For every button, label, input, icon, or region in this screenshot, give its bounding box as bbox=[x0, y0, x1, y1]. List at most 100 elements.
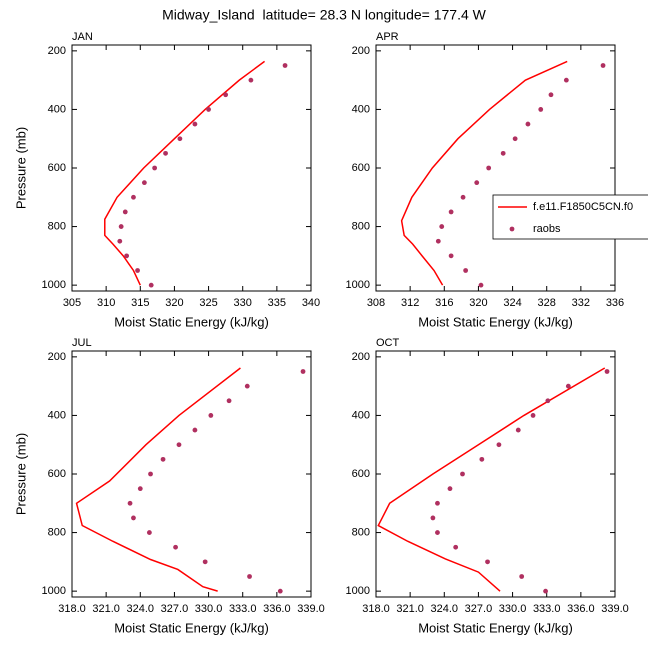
y-tick-label: 1000 bbox=[42, 279, 66, 291]
x-tick-label: 330.0 bbox=[195, 603, 223, 615]
obs-marker bbox=[525, 121, 531, 127]
obs-marker bbox=[247, 574, 252, 579]
obs-marker bbox=[463, 268, 469, 273]
obs-marker bbox=[300, 369, 306, 374]
y-tick-label: 400 bbox=[352, 409, 370, 421]
x-tick-label: 336.0 bbox=[567, 603, 595, 615]
obs-marker bbox=[460, 194, 466, 200]
obs-marker bbox=[248, 77, 254, 83]
obs-marker bbox=[448, 253, 454, 259]
obs-marker bbox=[519, 574, 525, 579]
panel: APR 308 312 316 320 324 328 332 336 200 400 600 800 1… bbox=[346, 31, 625, 330]
y-tick-label: 1000 bbox=[346, 585, 370, 597]
obs-marker bbox=[435, 530, 440, 535]
obs-marker bbox=[478, 282, 484, 288]
obs-marker bbox=[173, 544, 178, 550]
panel-title: APR bbox=[376, 31, 399, 43]
y-tick-label: 800 bbox=[352, 526, 370, 538]
obs-marker bbox=[124, 253, 130, 259]
x-tick-label: 320 bbox=[165, 297, 183, 309]
figure-title: Midway_Island latitude= 28.3 N longitude… bbox=[162, 7, 487, 23]
obs-marker bbox=[543, 588, 548, 594]
x-tick-label: 315 bbox=[131, 297, 149, 309]
obs-marker bbox=[530, 413, 536, 418]
y-tick-label: 600 bbox=[352, 162, 370, 174]
obs-marker bbox=[152, 165, 158, 171]
panel: JAN 305 310 315 320 325 330 335 340 200 400 600 800 1… bbox=[13, 31, 320, 330]
y-tick-label: 1000 bbox=[42, 585, 66, 597]
panel-title: JUL bbox=[72, 337, 92, 349]
obs-marker bbox=[118, 224, 124, 229]
legend-label: raobs bbox=[533, 223, 561, 235]
obs-marker bbox=[226, 398, 232, 404]
obs-marker bbox=[137, 486, 143, 492]
x-tick-label: 324 bbox=[503, 297, 521, 309]
y-tick-label: 600 bbox=[352, 468, 370, 480]
x-tick-label: 336.0 bbox=[263, 603, 291, 615]
obs-marker bbox=[600, 63, 606, 68]
obs-marker bbox=[430, 515, 436, 521]
obs-marker bbox=[192, 121, 198, 127]
plot-frame bbox=[71, 350, 312, 598]
obs-marker bbox=[146, 530, 152, 535]
x-tick-label: 327.0 bbox=[465, 603, 493, 615]
model-line bbox=[104, 60, 266, 286]
obs-marker bbox=[448, 209, 454, 215]
panel: JUL 318.0 321.0 324.0 327.0 330.0 333.0 336.0 33… bbox=[13, 337, 324, 636]
x-tick-label: 321.0 bbox=[396, 603, 424, 615]
legend: f.e11.F1850C5CN.f0 raobs bbox=[492, 194, 648, 240]
y-tick-label: 400 bbox=[48, 409, 66, 421]
x-tick-label: 308 bbox=[367, 297, 385, 309]
obs-marker bbox=[604, 369, 610, 374]
obs-marker bbox=[548, 92, 554, 98]
obs-marker bbox=[545, 398, 551, 404]
obs-marker bbox=[131, 194, 136, 200]
obs-marker bbox=[127, 500, 133, 506]
obs-marker bbox=[122, 209, 128, 215]
obs-marker bbox=[141, 180, 147, 186]
plot-frame bbox=[375, 350, 616, 598]
x-axis-label: Moist Static Energy (kJ/kg) bbox=[418, 314, 573, 329]
legend-label: f.e11.F1850C5CN.f0 bbox=[533, 201, 633, 213]
plot-frame bbox=[375, 44, 616, 292]
obs-marker bbox=[117, 238, 123, 244]
x-axis-label: Moist Static Energy (kJ/kg) bbox=[114, 314, 269, 329]
obs-marker bbox=[500, 150, 506, 156]
plot-frame bbox=[71, 44, 312, 292]
x-tick-label: 320 bbox=[469, 297, 487, 309]
obs-marker bbox=[244, 383, 250, 389]
obs-marker bbox=[148, 282, 154, 288]
y-tick-label: 200 bbox=[352, 351, 370, 363]
y-tick-label: 400 bbox=[48, 103, 66, 115]
obs-marker bbox=[282, 63, 288, 68]
obs-marker bbox=[447, 486, 453, 492]
legend-marker bbox=[509, 226, 515, 232]
obs-marker bbox=[512, 136, 518, 142]
obs-marker bbox=[496, 442, 502, 448]
x-tick-label: 318.0 bbox=[362, 603, 390, 615]
obs-marker bbox=[485, 559, 490, 565]
y-tick-label: 1000 bbox=[346, 279, 370, 291]
y-tick-label: 200 bbox=[48, 351, 66, 363]
x-tick-label: 318.0 bbox=[58, 603, 86, 615]
x-tick-label: 310 bbox=[97, 297, 115, 309]
x-tick-label: 305 bbox=[63, 297, 81, 309]
y-tick-label: 800 bbox=[352, 220, 370, 232]
x-tick-label: 324.0 bbox=[127, 603, 155, 615]
obs-marker bbox=[435, 500, 440, 506]
obs-marker bbox=[486, 165, 492, 171]
x-tick-label: 339.0 bbox=[601, 603, 629, 615]
x-tick-label: 333.0 bbox=[229, 603, 257, 615]
obs-marker bbox=[515, 427, 521, 433]
y-tick-label: 200 bbox=[48, 45, 66, 57]
obs-marker bbox=[474, 180, 480, 186]
obs-marker bbox=[131, 515, 136, 521]
x-tick-label: 321.0 bbox=[92, 603, 120, 615]
x-tick-label: 336 bbox=[606, 297, 624, 309]
x-tick-label: 325 bbox=[199, 297, 217, 309]
panel-title: JAN bbox=[72, 31, 93, 43]
obs-marker bbox=[192, 427, 198, 433]
obs-marker bbox=[435, 238, 441, 244]
x-tick-label: 324.0 bbox=[431, 603, 459, 615]
